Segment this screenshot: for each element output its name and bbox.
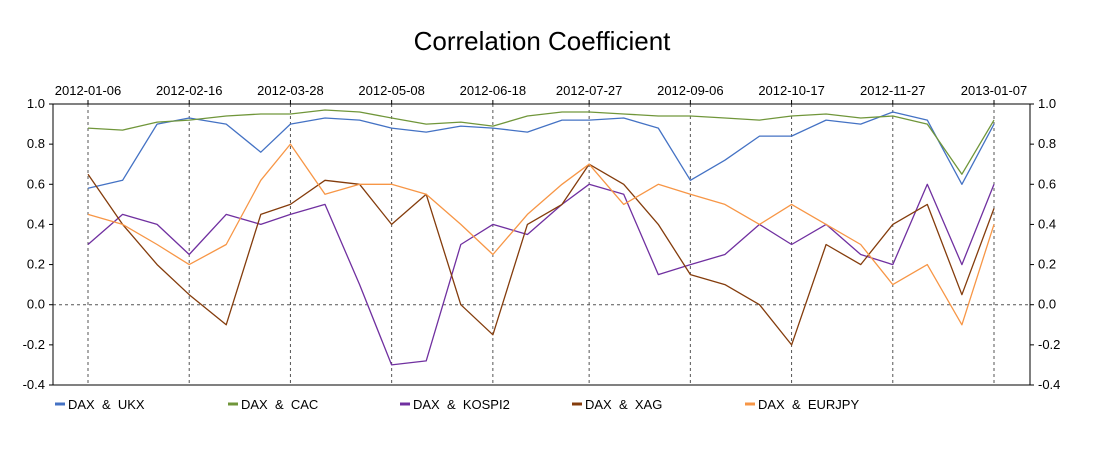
x-tick-label: 2012-01-06 xyxy=(55,83,122,98)
x-tick-label: 2012-03-28 xyxy=(257,83,324,98)
x-tick-label: 2012-02-16 xyxy=(156,83,223,98)
legend: DAX & UKX DAX & CAC DAX & KOSPI2 DAX & XAG D… xyxy=(55,397,859,412)
y-tick-label-right: 1.0 xyxy=(1038,96,1056,111)
x-tick-label: 2012-05-08 xyxy=(358,83,425,98)
y-tick-label-left: 1.0 xyxy=(27,96,45,111)
chart-title: Correlation Coefficient xyxy=(414,26,672,56)
y-tick-label-right: 0.0 xyxy=(1038,297,1056,312)
y-tick-label-left: 0.2 xyxy=(27,257,45,272)
y-tick-label-left: 0.6 xyxy=(27,176,45,191)
y-tick-label-right: 0.8 xyxy=(1038,136,1056,151)
y-tick-label-right: -0.4 xyxy=(1038,377,1060,392)
series-line-dax-xag xyxy=(87,163,995,346)
x-tick-label: 2012-06-18 xyxy=(460,83,527,98)
y-tick-label-left: 0.4 xyxy=(27,216,45,231)
legend-label-dax-xag: DAX & XAG xyxy=(585,397,662,412)
x-axis-ticks: 2012-01-06 2012-02-16 2012-03-28 2012-05-08… xyxy=(55,83,1028,104)
y-tick-label-right: 0.6 xyxy=(1038,176,1056,191)
y-tick-label-right: -0.2 xyxy=(1038,337,1060,352)
y-tick-label-left: -0.2 xyxy=(23,337,45,352)
series-line-dax-cac xyxy=(87,109,995,175)
grid-lines xyxy=(53,104,1030,385)
series-line-dax-eurjpy xyxy=(87,143,995,326)
y-axis-left-ticks: 1.0 0.8 0.6 0.4 0.2 0.0 -0.2 -0.4 xyxy=(23,96,53,392)
legend-label-dax-ukx: DAX & UKX xyxy=(68,397,145,412)
y-tick-label-left: -0.4 xyxy=(23,377,45,392)
y-tick-label-left: 0.0 xyxy=(27,297,45,312)
y-tick-label-right: 0.4 xyxy=(1038,216,1056,231)
plot-area-frame xyxy=(52,103,1031,386)
y-tick-label-right: 0.2 xyxy=(1038,257,1056,272)
series-line-dax-kospi2 xyxy=(87,183,995,366)
series-line-dax-ukx xyxy=(87,111,995,189)
x-tick-label: 2013-01-07 xyxy=(961,83,1028,98)
x-tick-label: 2012-11-27 xyxy=(860,83,926,98)
x-tick-label: 2012-10-17 xyxy=(758,83,825,98)
legend-label-dax-kospi2: DAX & KOSPI2 xyxy=(413,397,510,412)
x-tick-label: 2012-09-06 xyxy=(657,83,724,98)
x-tick-label: 2012-07-27 xyxy=(556,83,623,98)
legend-label-dax-eurjpy: DAX & EURJPY xyxy=(758,397,859,412)
series-lines xyxy=(87,109,995,366)
y-tick-label-left: 0.8 xyxy=(27,136,45,151)
legend-label-dax-cac: DAX & CAC xyxy=(241,397,318,412)
y-axis-right-ticks: 1.0 0.8 0.6 0.4 0.2 0.0 -0.2 -0.4 xyxy=(1030,96,1060,392)
